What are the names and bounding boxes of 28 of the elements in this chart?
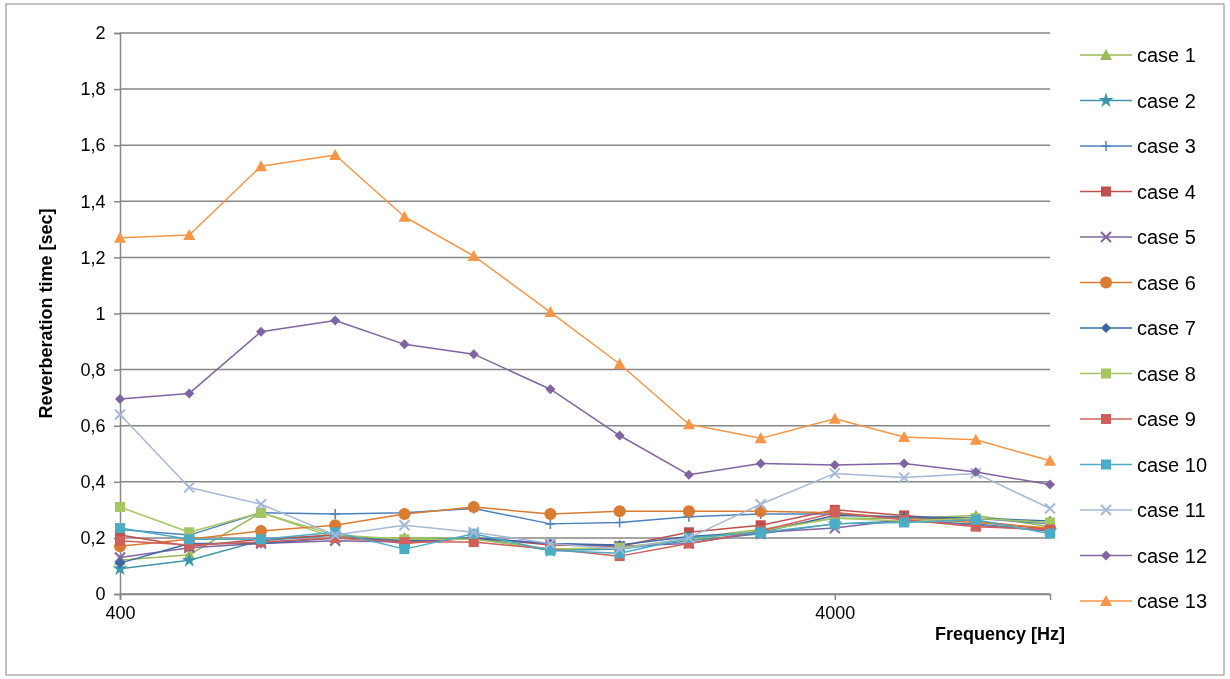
legend-label: case 13 bbox=[1137, 590, 1208, 612]
y-tick-label: 0,4 bbox=[80, 472, 106, 493]
x-tick-label: 4000 bbox=[815, 603, 856, 624]
legend-label: case 11 bbox=[1137, 499, 1206, 521]
legend-label: case 7 bbox=[1137, 317, 1196, 339]
y-tick-label: 0 bbox=[95, 584, 106, 605]
legend-label: case 2 bbox=[1137, 89, 1196, 112]
y-tick-label: 0,8 bbox=[80, 359, 106, 380]
y-tick-label: 0,6 bbox=[80, 415, 106, 436]
x-tick-label: 400 bbox=[105, 603, 136, 624]
y-axis-title: Reverberation time [sec] bbox=[36, 208, 56, 419]
y-tick-label: 0,2 bbox=[80, 528, 106, 549]
legend-label: case 3 bbox=[1137, 135, 1196, 157]
legend-label: case 6 bbox=[1137, 271, 1196, 294]
legend-label: case 8 bbox=[1137, 362, 1196, 385]
y-tick-label: 1,8 bbox=[80, 79, 106, 100]
legend-label: case 5 bbox=[1137, 226, 1196, 248]
legend-label: case 9 bbox=[1137, 408, 1196, 430]
legend-label: case 12 bbox=[1137, 544, 1208, 567]
y-tick-label: 1 bbox=[95, 303, 106, 324]
x-axis-title: Frequency [Hz] bbox=[934, 624, 1066, 644]
y-tick-label: 1,6 bbox=[80, 135, 106, 156]
legend-label: case 10 bbox=[1137, 453, 1208, 476]
y-tick-label: 1,2 bbox=[80, 247, 106, 268]
y-tick-label: 1,4 bbox=[80, 191, 106, 212]
legend-label: case 1 bbox=[1137, 44, 1196, 66]
y-tick-label: 2 bbox=[95, 23, 106, 44]
legend-label: case 4 bbox=[1137, 180, 1196, 203]
